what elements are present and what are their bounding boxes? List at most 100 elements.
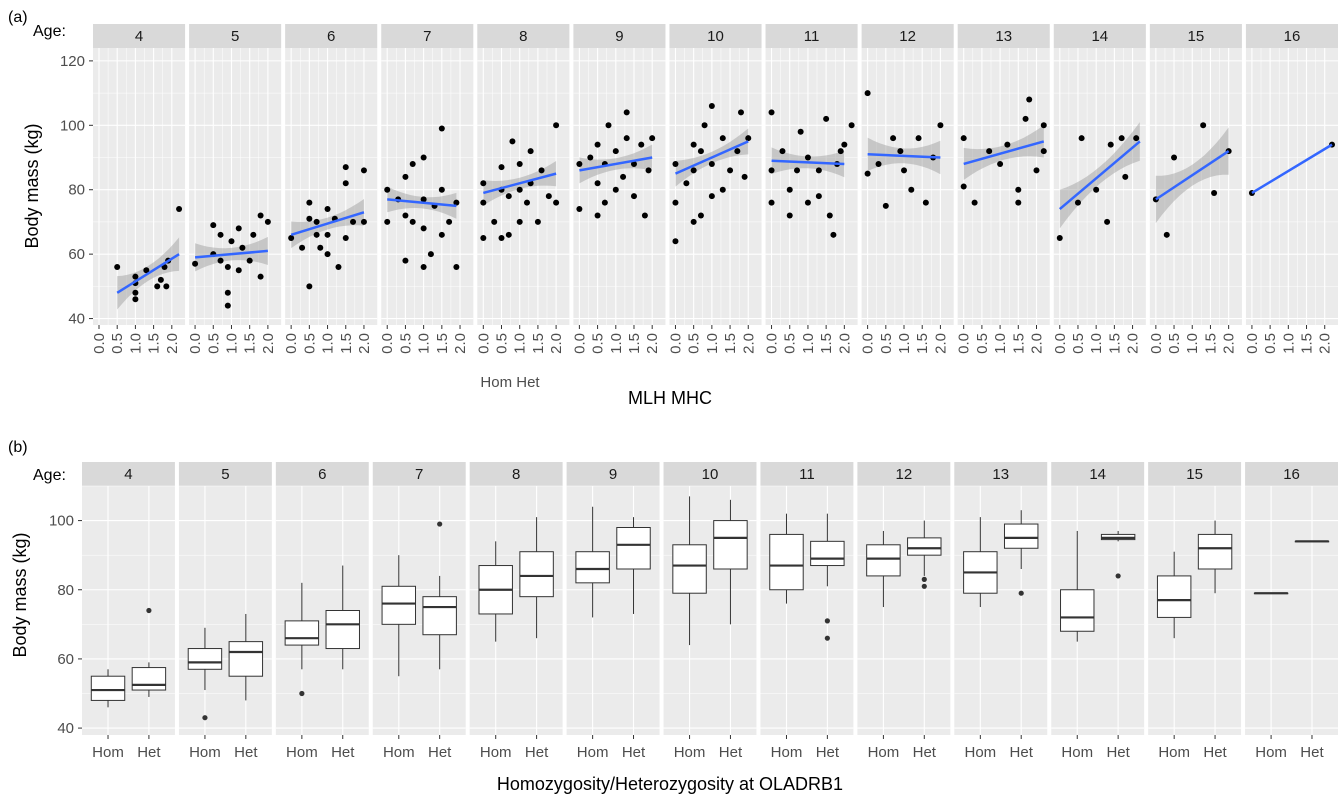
panel-a-point <box>734 148 741 155</box>
panel-a-point <box>623 135 630 142</box>
panel-a-point <box>915 135 922 142</box>
panel-b-y-tick-label: 80 <box>57 582 74 599</box>
panel-a-strip <box>861 24 954 48</box>
panel-a-y-tick-label: 100 <box>60 117 85 134</box>
panel-a-x-tick-label: 1.5 <box>1106 333 1123 354</box>
panel-a-point <box>641 212 648 219</box>
panel-a-facet-7: 7 0.0 0.5 1.0 1.5 2.0 <box>379 24 474 354</box>
panel-b-box <box>422 596 457 636</box>
panel-a-point <box>163 283 170 290</box>
panel-a-point <box>228 238 235 245</box>
panel-a-point <box>971 199 978 206</box>
panel-a-point <box>672 199 679 206</box>
panel-a-point <box>224 289 231 296</box>
panel-a-strip <box>573 24 666 48</box>
panel-b-age-label: Age: <box>33 467 66 484</box>
panel-b-box <box>713 520 748 570</box>
panel-a-point <box>409 160 416 167</box>
panel-b-facet-14: 14 Hom Het <box>1051 462 1145 761</box>
panel-b-strip <box>1245 462 1338 486</box>
panel-b-x-tick-label: Hom <box>480 744 512 761</box>
panel-b-box <box>284 620 320 646</box>
panel-b-x-tick-label: Het <box>622 744 646 761</box>
panel-a-point <box>480 235 487 242</box>
panel-a-point <box>1118 135 1125 142</box>
panel-a-point <box>324 251 331 258</box>
panel-a-x-tick-label: 0.5 <box>782 333 799 354</box>
panel-a-strip <box>285 24 378 48</box>
panel-a-point <box>420 264 427 271</box>
panel-a-point <box>690 141 697 148</box>
panel-a-point <box>1015 186 1022 193</box>
panel-a-facet-11: 11 0.0 0.5 1.0 1.5 2.0 <box>764 24 858 354</box>
panel-b-strip <box>1051 462 1145 486</box>
panel-b-strip <box>663 462 757 486</box>
panel-a-x-tick-label: 1.0 <box>608 333 625 354</box>
panel-a-point <box>523 199 530 206</box>
panel-a-x-tick-label: 0.0 <box>764 333 781 354</box>
panel-a-x-tick-label: 0.5 <box>974 333 991 354</box>
panel-a-point <box>509 138 516 145</box>
panel-b-strip-label: 9 <box>609 466 617 483</box>
panel-a-point <box>576 160 583 167</box>
panel-b-x-tick-label: Hom <box>286 744 318 761</box>
panel-b-x-tick-label: Hom <box>577 744 609 761</box>
panel-a-point <box>527 148 534 155</box>
panel-b-facet-12: 12 Hom Het <box>857 462 951 761</box>
panel-a-point <box>960 135 967 142</box>
panel-b-facet-6: 6 Hom Het <box>275 462 369 761</box>
panel-a-point <box>620 173 627 180</box>
panel-a-x-tick-label: 0.0 <box>1244 333 1261 354</box>
panel-b-plot-bg <box>857 486 951 735</box>
panel-b-strip <box>469 462 563 486</box>
panel-b-facet-13: 13 Hom Het <box>954 462 1048 761</box>
panel-a-point <box>313 218 320 225</box>
panel-a-x-tick-label: 0.5 <box>1262 333 1279 354</box>
panel-a-strip-label: 10 <box>707 28 724 45</box>
panel-a-x-tick-label: 1.5 <box>626 333 643 354</box>
panel-a-point <box>402 257 409 264</box>
panel-b-box <box>519 551 554 598</box>
panel-b-tag: (b) <box>8 439 28 456</box>
panel-a-point <box>697 212 704 219</box>
panel-a-point <box>498 164 505 171</box>
panel-a-x-tick-label: 0.5 <box>686 333 703 354</box>
panel-a-x-tick-label: 0.0 <box>1148 333 1165 354</box>
panel-a-point <box>779 148 786 155</box>
panel-a-fit-line <box>290 211 365 237</box>
panel-a-x-tick-label: 1.0 <box>800 333 817 354</box>
panel-b-outlier <box>1115 573 1121 579</box>
panel-b-x-tick-label: Hom <box>1158 744 1190 761</box>
panel-b-box <box>381 585 417 625</box>
panel-a-point <box>797 128 804 135</box>
panel-b-box <box>866 544 901 577</box>
panel-a-point <box>594 141 601 148</box>
panel-a-point <box>826 212 833 219</box>
panel-a-point <box>815 167 822 174</box>
panel-a-point <box>306 215 313 222</box>
panel-a-y-tick-label: 40 <box>68 311 85 328</box>
panel-b-box <box>90 675 126 701</box>
panel-b-x-tick-label: Het <box>137 744 161 761</box>
panel-a-facet-13: 13 0.0 0.5 1.0 1.5 2.0 <box>956 24 1050 354</box>
panel-a-x-tick-label: 0.0 <box>956 333 973 354</box>
panel-a-point <box>342 235 349 242</box>
panel-b-outlier <box>824 635 830 641</box>
panel-a-facet-14: 14 0.0 0.5 1.0 1.5 2.0 <box>1052 24 1146 354</box>
panel-a-point <box>342 180 349 187</box>
panel-b-x-tick-label: Het <box>1203 744 1227 761</box>
panel-a-x-tick-label: 0.0 <box>283 333 300 354</box>
panel-a-x-tick-label: 0.0 <box>860 333 877 354</box>
panel-a-point <box>1022 115 1029 122</box>
panel-b-box <box>131 667 167 691</box>
panel-a-tag: (a) <box>8 9 28 26</box>
panel-a-x-tick-label: 0.0 <box>379 333 396 354</box>
panel-a-point <box>623 109 630 116</box>
panel-a-x-tick-label: 1.5 <box>1299 333 1316 354</box>
panel-a-x-tick-label: 2.0 <box>452 333 469 354</box>
panel-b-strip-label: 5 <box>221 466 229 483</box>
panel-b-box <box>575 551 610 584</box>
panel-a-point <box>794 167 801 174</box>
panel-b-outlier <box>824 618 830 624</box>
panel-a-strip-label: 7 <box>423 28 431 45</box>
